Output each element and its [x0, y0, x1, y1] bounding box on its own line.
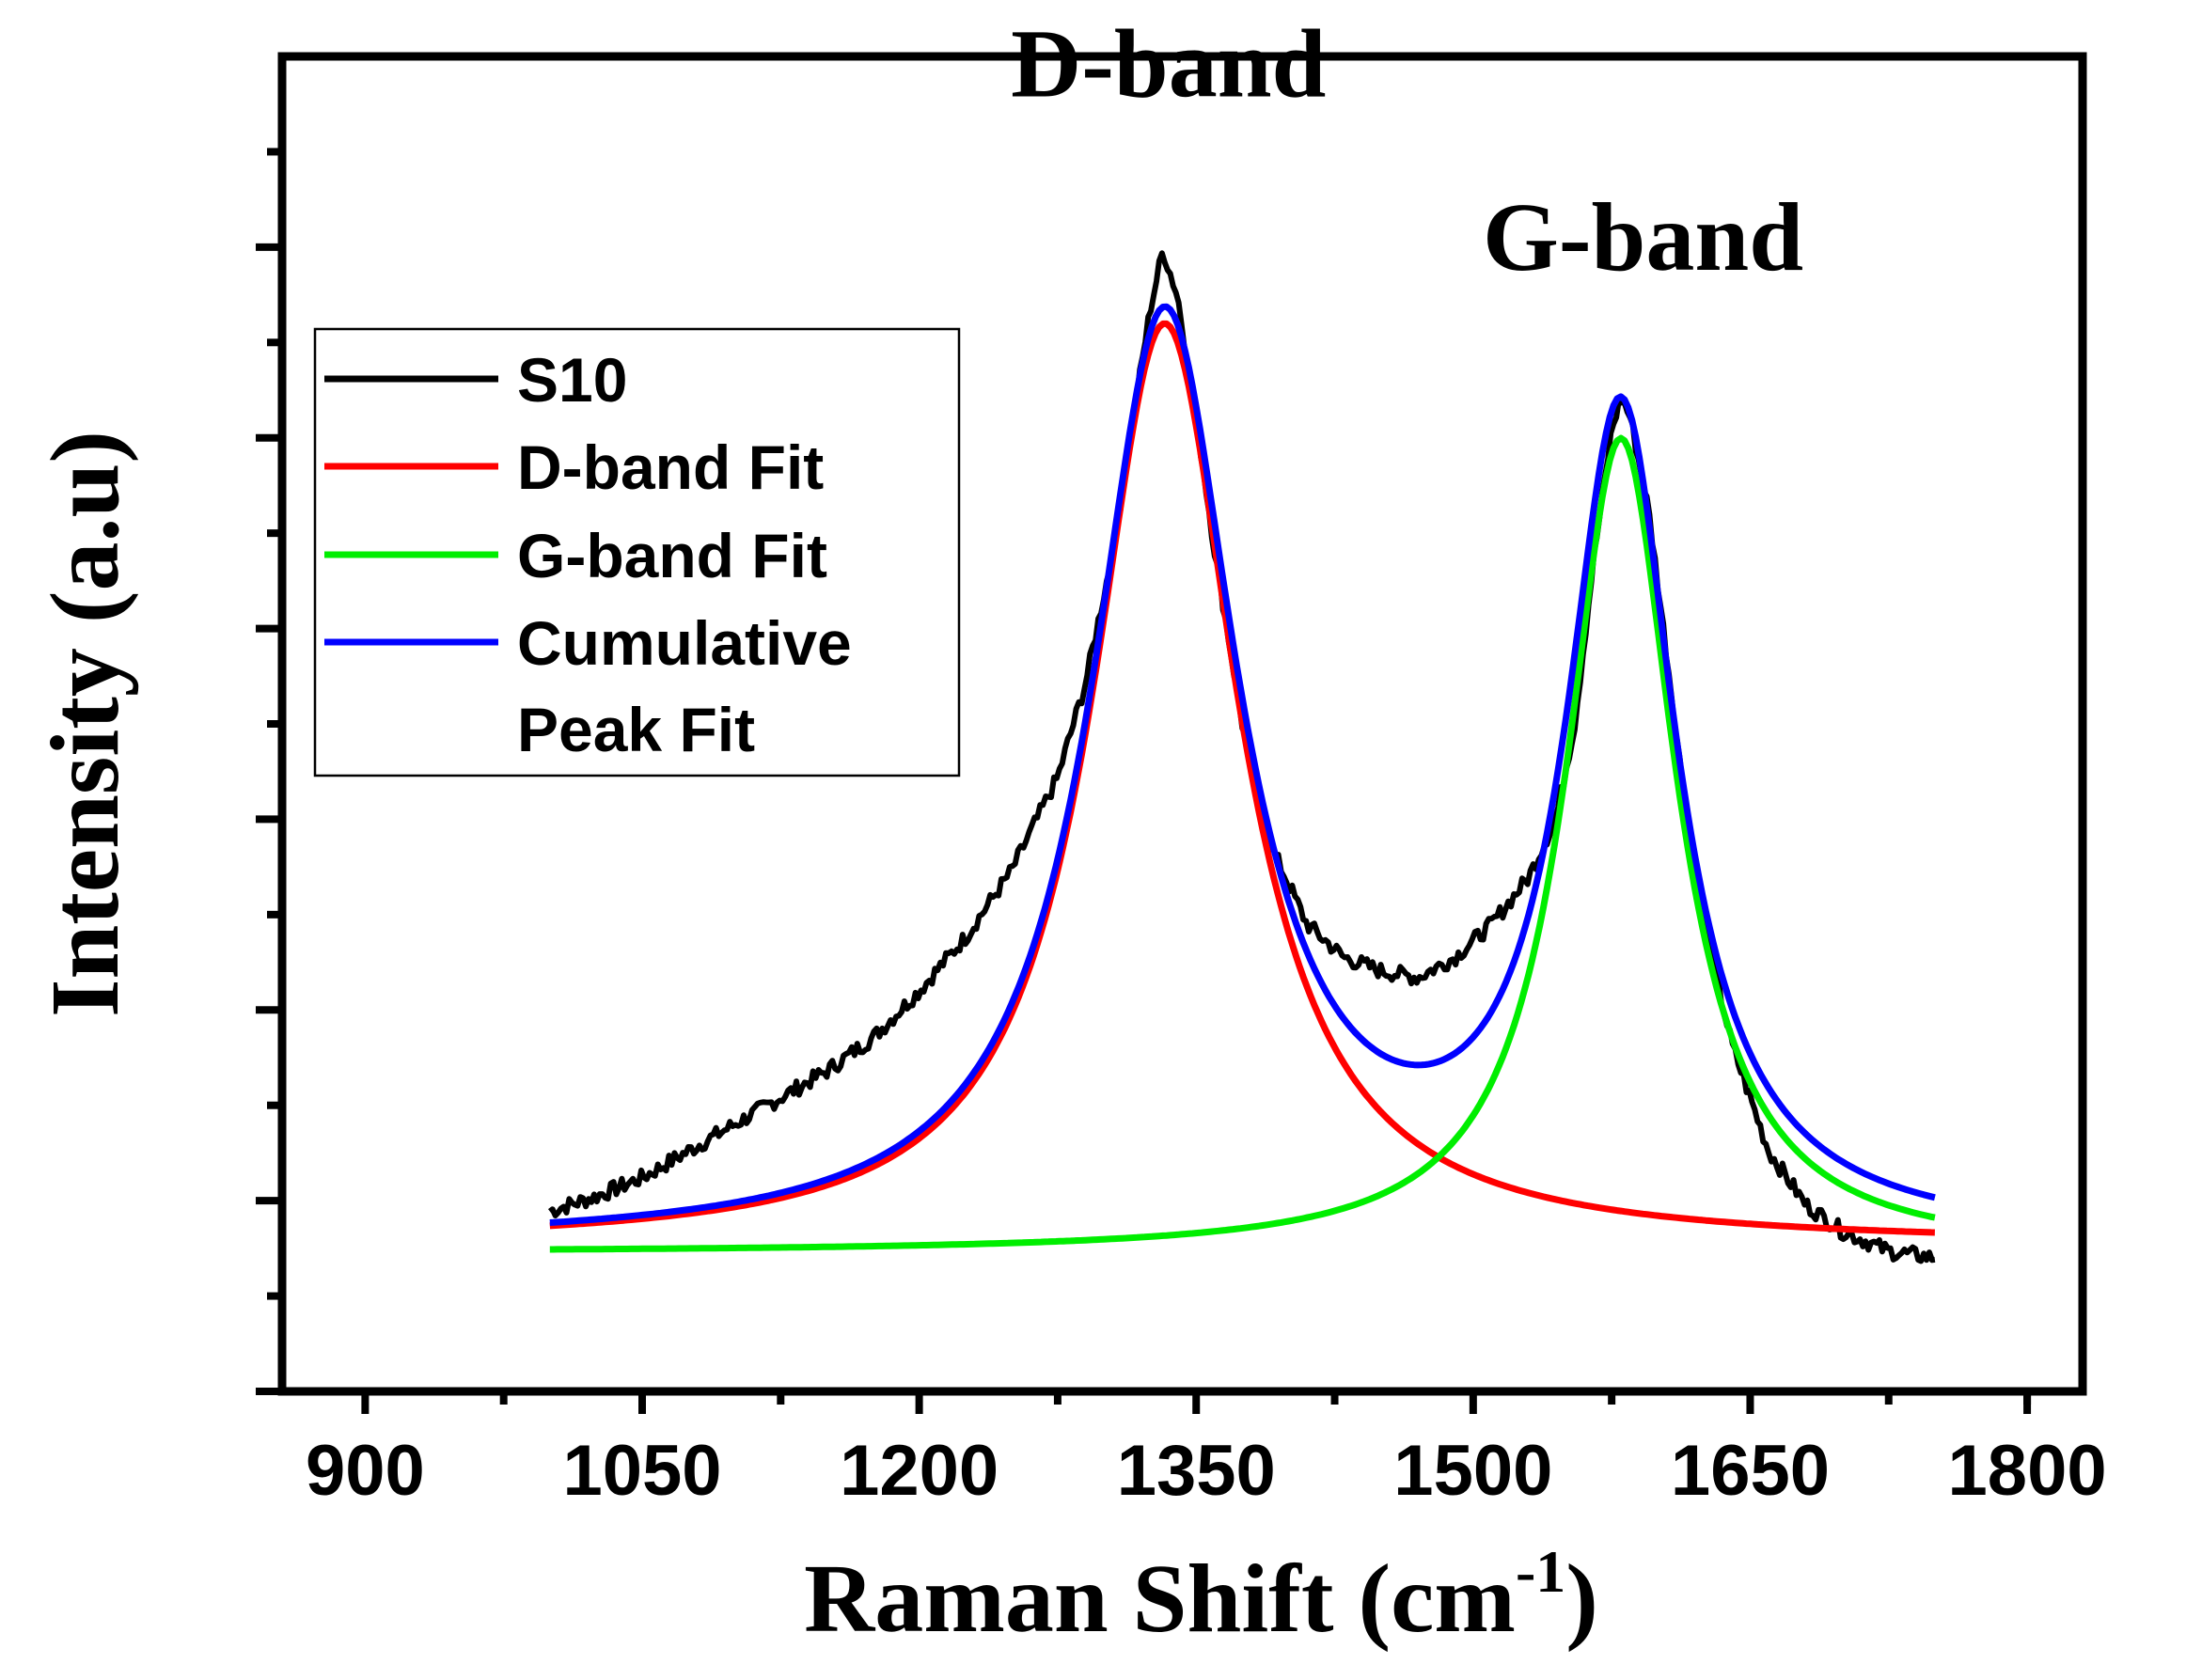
x-tick-label: 1500	[1393, 1431, 1552, 1511]
x-axis-title: Raman Shift (cm-1)	[804, 1538, 1598, 1653]
legend-label-d-band-fit: D-band Fit	[517, 432, 824, 502]
x-tick-label: 1800	[1948, 1431, 2107, 1511]
x-axis-title-main: Raman Shift (cm	[804, 1545, 1516, 1653]
legend-label-s10: S10	[517, 345, 627, 415]
d-band-label: D-band	[1011, 10, 1326, 118]
x-tick-label: 1050	[562, 1431, 721, 1511]
x-tick-label: 1200	[840, 1431, 999, 1511]
x-tick-label: 1650	[1671, 1431, 1830, 1511]
legend-label-cumulative-fit: Cumulative	[517, 608, 852, 678]
g-band-label: G-band	[1483, 183, 1803, 291]
series-layer	[547, 250, 1936, 1264]
x-axis-title-close: )	[1565, 1545, 1598, 1653]
x-axis-ticks: 900 1050 1200 1350 1500 1650 1800	[306, 1391, 2107, 1511]
legend-label-cumulative-fit-line2: Peak Fit	[517, 695, 755, 764]
series-line-cumulative-peak-fit	[549, 303, 1936, 1226]
x-axis-title-superscript: -1	[1516, 1538, 1565, 1605]
legend-label-g-band-fit: G-band Fit	[517, 521, 827, 590]
series-line-g-band-fit	[549, 434, 1936, 1253]
y-axis-ticks	[256, 148, 282, 1395]
x-tick-label: 1350	[1117, 1431, 1276, 1511]
x-tick-label: 900	[306, 1431, 425, 1511]
y-axis-title: Intensity (a.u)	[31, 431, 139, 1017]
legend: S10 D-band Fit G-band Fit Cumulative Pea…	[313, 327, 961, 777]
series-line-d-band-fit	[549, 320, 1935, 1236]
